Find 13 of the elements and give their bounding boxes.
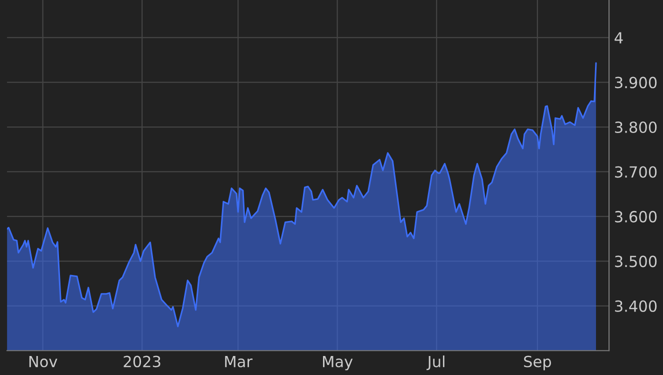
y-tick-label: 3.800 — [615, 121, 657, 134]
y-tick-label: 3.600 — [615, 210, 657, 222]
x-tick-label: Jul — [426, 355, 444, 370]
x-tick-label: Sep — [524, 356, 552, 370]
y-tick-label: 3.900 — [615, 76, 657, 88]
y-tick-label: 3.400 — [615, 300, 657, 312]
x-tick-label: May — [323, 356, 353, 370]
y-tick-label: 3.500 — [615, 256, 657, 268]
x-tick-label: Nov — [29, 356, 58, 368]
y-tick-label: 3.700 — [615, 166, 657, 178]
x-tick-label: 2023 — [124, 356, 160, 368]
x-tick-label: Mar — [225, 356, 252, 368]
y-tick-label: 4 — [614, 32, 623, 44]
